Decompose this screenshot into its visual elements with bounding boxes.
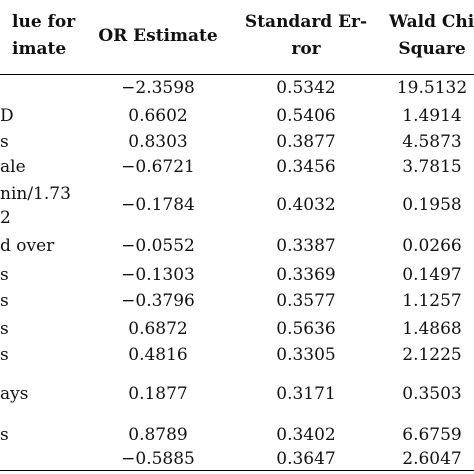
wald-chi-square-cell: 19.5132 xyxy=(396,78,468,98)
or-estimate-cell: 0.8303 xyxy=(128,132,188,152)
row-label: ays xyxy=(0,384,29,404)
standard-error-cell: 0.5342 xyxy=(276,78,336,98)
standard-error-cell: 0.3369 xyxy=(276,265,336,285)
or-estimate-cell: −2.3598 xyxy=(121,78,195,98)
header-standard-error-line1: Standard Er- xyxy=(244,12,368,32)
wald-chi-square-cell: 2.1225 xyxy=(402,345,462,365)
row-label: d over xyxy=(0,236,55,256)
wald-chi-square-cell: 6.6759 xyxy=(402,425,462,445)
row-label: s xyxy=(0,425,9,445)
row-label: s xyxy=(0,319,9,339)
wald-chi-square-cell: 1.4914 xyxy=(402,106,462,126)
header-col0-line2: imate xyxy=(12,39,67,59)
standard-error-cell: 0.3456 xyxy=(276,157,336,177)
header-standard-error-line2: ror xyxy=(291,39,321,59)
standard-error-cell: 0.3402 xyxy=(276,425,336,445)
wald-chi-square-cell: 0.3503 xyxy=(402,384,462,404)
header-wald-chi-line2: Square xyxy=(398,39,466,59)
row-label: ale xyxy=(0,157,26,177)
or-estimate-cell: −0.6721 xyxy=(121,157,195,177)
standard-error-cell: 0.3877 xyxy=(276,132,336,152)
or-estimate-cell: −0.1303 xyxy=(121,265,195,285)
standard-error-cell: 0.3305 xyxy=(276,345,336,365)
bottom-rule xyxy=(0,470,474,471)
wald-chi-square-cell: 2.6047 xyxy=(402,449,462,469)
standard-error-cell: 0.3577 xyxy=(276,291,336,311)
or-estimate-cell: −0.5885 xyxy=(121,449,195,469)
wald-chi-square-cell: 4.5873 xyxy=(402,132,462,152)
or-estimate-cell: −0.3796 xyxy=(121,291,195,311)
standard-error-cell: 0.3387 xyxy=(276,236,336,256)
row-label: nin/1.73 xyxy=(0,184,71,204)
wald-chi-square-cell: 0.0266 xyxy=(402,236,462,256)
standard-error-cell: 0.5406 xyxy=(276,106,336,126)
or-estimate-cell: −0.0552 xyxy=(121,236,195,256)
row-label: s xyxy=(0,291,9,311)
row-label: s xyxy=(0,345,9,365)
row-label: s xyxy=(0,265,9,285)
standard-error-cell: 0.4032 xyxy=(276,195,336,215)
header-wald-chi-line1: Wald Chi xyxy=(389,12,474,32)
standard-error-cell: 0.3647 xyxy=(276,449,336,469)
standard-error-cell: 0.3171 xyxy=(276,384,336,404)
wald-chi-square-cell: 1.1257 xyxy=(402,291,462,311)
header-col0-line1: lue for xyxy=(12,12,76,32)
or-estimate-cell: −0.1784 xyxy=(121,195,195,215)
row-label: s xyxy=(0,132,9,152)
or-estimate-cell: 0.1877 xyxy=(128,384,188,404)
or-estimate-cell: 0.6872 xyxy=(128,319,188,339)
wald-chi-square-cell: 1.4868 xyxy=(402,319,462,339)
wald-chi-square-cell: 0.1958 xyxy=(402,195,462,215)
standard-error-cell: 0.5636 xyxy=(276,319,336,339)
header-rule xyxy=(0,74,474,75)
or-estimate-cell: 0.4816 xyxy=(128,345,188,365)
wald-chi-square-cell: 0.1497 xyxy=(402,265,462,285)
wald-chi-square-cell: 3.7815 xyxy=(402,157,462,177)
row-label-line2: 2 xyxy=(0,208,11,228)
header-or-estimate: OR Estimate xyxy=(98,26,218,46)
or-estimate-cell: 0.6602 xyxy=(128,106,188,126)
or-estimate-cell: 0.8789 xyxy=(128,425,188,445)
row-label: D xyxy=(0,106,14,126)
